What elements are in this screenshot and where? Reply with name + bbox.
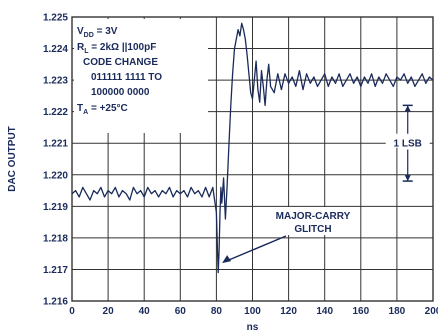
lsb-label-bg [385, 133, 430, 148]
y-tick-label: 1.216 [43, 297, 68, 308]
x-tick-label: 20 [103, 306, 115, 317]
x-tick-label: 80 [211, 306, 223, 317]
glitch-label-line1: MAJOR-CARRY [276, 211, 351, 222]
x-tick-label: 200 [425, 306, 438, 317]
x-tick-label: 140 [316, 306, 333, 317]
glitch-label-line2: GLITCH [294, 224, 331, 235]
condition-code-to: 100000 0000 [91, 87, 150, 98]
y-tick-label: 1.222 [43, 107, 68, 118]
condition-code-change: CODE CHANGE [83, 57, 158, 68]
x-tick-label: 160 [352, 306, 369, 317]
x-tick-label: 40 [139, 306, 151, 317]
y-tick-label: 1.221 [43, 139, 68, 150]
x-axis-title: ns [247, 322, 259, 333]
y-tick-label: 1.219 [43, 202, 68, 213]
x-tick-label: 120 [280, 306, 297, 317]
x-tick-label: 60 [175, 306, 187, 317]
y-tick-label: 1.223 [43, 76, 68, 87]
y-tick-label: 1.220 [43, 170, 68, 181]
condition-ta: TA = +25°C [77, 103, 128, 116]
glitch-arrow-line [225, 235, 287, 262]
y-tick-label: 1.225 [43, 13, 68, 24]
axes: 0 20 40 60 80 100 120 140 160 180 200 1.216 1.217 1.2… [7, 13, 438, 334]
lsb-label: 1 LSB [394, 139, 422, 150]
plot-frame [71, 16, 434, 302]
glitch-label-bg [270, 207, 358, 235]
dac-output-line [71, 22, 434, 274]
conditions-box [74, 19, 208, 133]
series-layer [71, 22, 434, 274]
annotations: VDD = 3V RL = 2kΩ ||100pF CODE CHANGE 01111… [74, 19, 430, 264]
y-tick-label: 1.217 [43, 265, 68, 276]
condition-code-from: 011111 1111 TO [91, 72, 162, 83]
y-axis-title: DAC OUTPUT [7, 126, 18, 192]
condition-vdd: VDD = 3V [77, 26, 118, 39]
lsb-arrow-down [404, 175, 411, 182]
condition-rl: RL = 2kΩ ||100pF [77, 42, 156, 55]
x-tick-label: 100 [244, 306, 261, 317]
y-tick-label: 1.224 [43, 44, 68, 55]
x-tick-label: 0 [69, 306, 75, 317]
lsb-arrow-up [404, 105, 411, 112]
glitch-arrow-head [222, 255, 232, 264]
x-tick-label: 180 [389, 306, 406, 317]
y-tick-label: 1.218 [43, 233, 68, 244]
